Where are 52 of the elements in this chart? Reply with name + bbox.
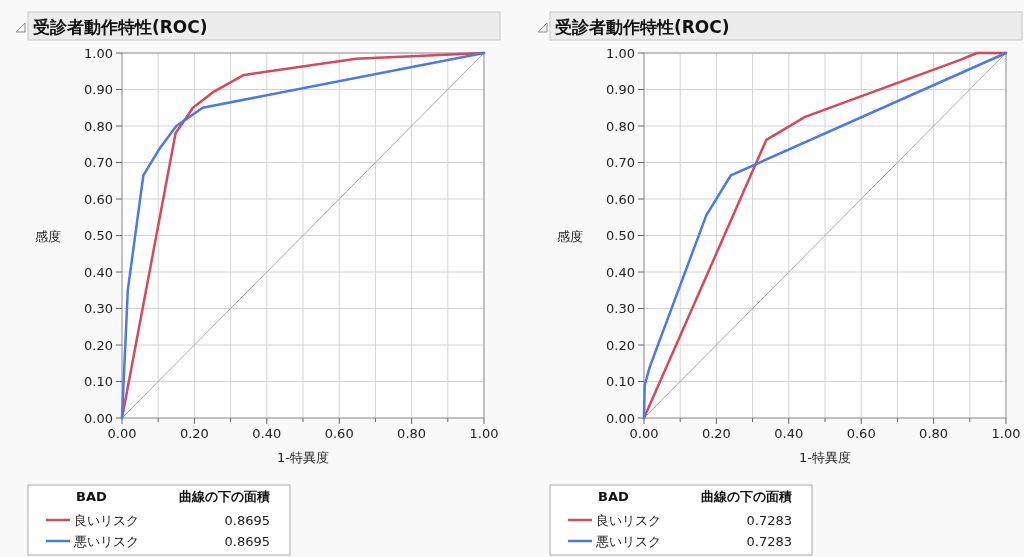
x-tick-label: 0.80: [919, 426, 949, 441]
x-tick-label: 0.20: [701, 426, 731, 441]
x-tick-label: 0.00: [629, 426, 659, 441]
x-tick-label: 1.00: [991, 426, 1021, 441]
text: 0.8695: [224, 534, 270, 549]
y-tick-label: 0.00: [84, 410, 113, 426]
chart-title: 受診者動作特性(ROC): [33, 17, 208, 37]
y-tick-label: 0.00: [606, 410, 635, 426]
x-tick-label: 1.00: [469, 426, 499, 441]
y-tick-label: 0.60: [606, 191, 635, 207]
y-tick-label: 1.00: [84, 45, 113, 61]
y-tick-label: 0.50: [84, 228, 113, 243]
x-tick-label: 0.80: [397, 426, 427, 441]
y-tick-label: 0.60: [84, 191, 113, 207]
legend-title: BAD: [598, 489, 629, 504]
y-tick-label: 0.70: [606, 155, 635, 170]
x-tick-label: 0.40: [252, 426, 282, 441]
y-tick-label: 0.10: [84, 374, 113, 389]
y-tick-label: 0.10: [606, 374, 635, 389]
text: 0.8695: [224, 513, 270, 528]
legend-label: 悪いリスク: [595, 534, 661, 549]
y-axis-title: 感度: [557, 228, 583, 244]
y-tick-label: 0.40: [84, 264, 113, 280]
chart-title: 受診者動作特性(ROC): [555, 17, 730, 37]
y-tick-label: 0.80: [606, 118, 635, 134]
y-tick-label: 1.00: [606, 45, 635, 61]
y-tick-label: 0.40: [606, 264, 635, 280]
y-tick-label: 0.70: [84, 155, 113, 170]
x-axis-title: 1-特異度: [799, 450, 851, 465]
legend-label: 良いリスク: [74, 513, 139, 528]
y-tick-label: 0.90: [84, 82, 113, 97]
text: 曲線の下の面積: [701, 489, 792, 504]
x-tick-label: 0.40: [774, 426, 804, 441]
x-tick-label: 0.60: [846, 426, 876, 441]
y-tick-label: 0.80: [84, 118, 113, 134]
y-tick-label: 0.20: [606, 337, 635, 353]
legend-label: 悪いリスク: [73, 534, 139, 549]
text: 0.7283: [746, 513, 792, 528]
x-tick-label: 0.60: [324, 426, 354, 441]
y-tick-label: 0.50: [606, 228, 635, 243]
x-tick-label: 0.00: [107, 426, 137, 441]
y-tick-label: 0.30: [606, 301, 635, 316]
y-tick-label: 0.20: [84, 337, 113, 353]
text: 曲線の下の面積: [179, 489, 270, 504]
y-axis-title: 感度: [35, 228, 61, 244]
y-tick-label: 0.30: [84, 301, 113, 316]
x-tick-label: 0.20: [179, 426, 209, 441]
text: 0.7283: [746, 534, 792, 549]
legend-label: 良いリスク: [596, 513, 661, 528]
x-axis-title: 1-特異度: [277, 450, 329, 465]
y-tick-label: 0.90: [606, 82, 635, 97]
legend-title: BAD: [76, 489, 107, 504]
